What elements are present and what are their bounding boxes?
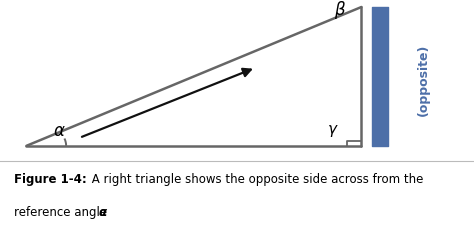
Text: γ: γ	[328, 122, 337, 137]
Text: α: α	[54, 122, 65, 140]
Text: Figure 1-4:: Figure 1-4:	[14, 173, 87, 185]
Text: (opposite): (opposite)	[417, 43, 430, 116]
Text: α: α	[98, 205, 106, 218]
Text: β: β	[334, 1, 345, 19]
Text: A right triangle shows the opposite side across from the: A right triangle shows the opposite side…	[88, 173, 423, 185]
Text: reference angle: reference angle	[14, 205, 111, 218]
